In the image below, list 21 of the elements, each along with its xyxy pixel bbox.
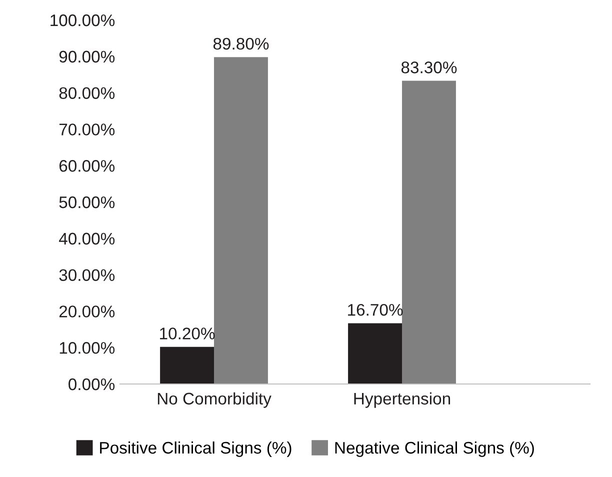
legend-label: Positive Clinical Signs (%) xyxy=(100,441,292,457)
y-tick-label: 70.00% xyxy=(59,124,115,136)
bar xyxy=(160,346,214,384)
bar xyxy=(402,80,456,384)
bar xyxy=(214,57,268,384)
y-tick-label: 100.00% xyxy=(50,14,115,26)
bar xyxy=(348,323,402,384)
y-tick-label: 0.00% xyxy=(68,378,115,390)
y-tick-label: 30.00% xyxy=(59,269,115,282)
y-tick-label: 80.00% xyxy=(59,87,115,100)
data-label: 89.80% xyxy=(213,38,269,50)
y-tick-label: 20.00% xyxy=(59,306,115,318)
legend-label: Negative Clinical Signs (%) xyxy=(335,441,534,457)
y-tick-label: 50.00% xyxy=(59,196,115,208)
x-tick-label: No Comorbidity xyxy=(158,392,272,408)
y-tick-label: 40.00% xyxy=(59,232,115,245)
y-tick-label: 10.00% xyxy=(60,342,115,354)
y-tick-label: 60.00% xyxy=(59,160,115,172)
x-tick-label: Hypertension xyxy=(354,392,450,408)
y-tick-label: 90.00% xyxy=(59,50,115,63)
data-label: 83.30% xyxy=(401,62,457,74)
